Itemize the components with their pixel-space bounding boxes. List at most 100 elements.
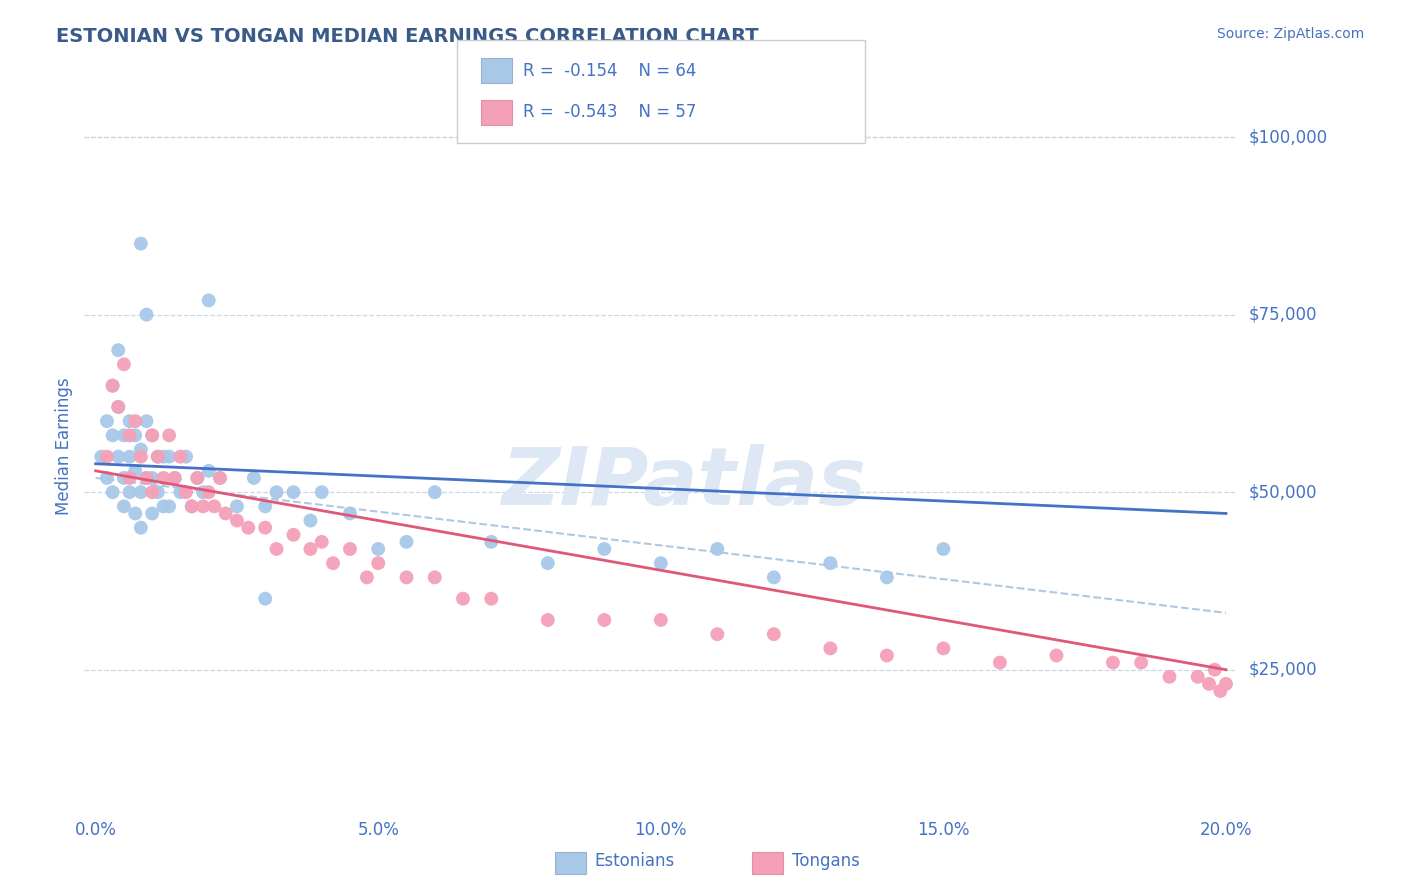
Point [163, 471, 186, 485]
Point [163, 471, 186, 485]
Point [141, 428, 163, 442]
Point [1198, 677, 1220, 691]
Point [283, 528, 305, 542]
Point [988, 656, 1011, 670]
Point [226, 514, 249, 528]
Point [266, 485, 288, 500]
Point [593, 541, 616, 556]
Point [180, 500, 202, 514]
Point [423, 485, 446, 500]
Point [146, 450, 169, 464]
Point [146, 485, 169, 500]
Text: $50,000: $50,000 [1249, 483, 1317, 501]
Text: $100,000: $100,000 [1249, 128, 1327, 146]
Point [118, 485, 141, 500]
Point [650, 613, 672, 627]
Point [152, 450, 174, 464]
Point [101, 428, 124, 442]
Point [202, 500, 225, 514]
Point [141, 428, 163, 442]
Point [186, 471, 208, 485]
Y-axis label: Median Earnings: Median Earnings [55, 377, 73, 515]
Point [820, 556, 842, 570]
Point [101, 378, 124, 392]
Point [141, 507, 163, 521]
Point [174, 450, 197, 464]
Point [146, 450, 169, 464]
Point [141, 485, 163, 500]
Point [169, 485, 191, 500]
Point [101, 485, 124, 500]
Point [112, 500, 135, 514]
Point [1102, 656, 1125, 670]
Point [254, 591, 277, 606]
Point [112, 428, 135, 442]
Point [479, 534, 502, 549]
Point [356, 570, 378, 584]
Point [1215, 677, 1237, 691]
Point [197, 293, 219, 308]
Point [157, 428, 180, 442]
Point [451, 591, 474, 606]
Point [650, 556, 672, 570]
Point [339, 541, 361, 556]
Point [254, 521, 277, 535]
Point [1204, 663, 1226, 677]
Point [266, 541, 288, 556]
Text: Estonians: Estonians [595, 852, 675, 870]
Point [208, 471, 231, 485]
Point [197, 464, 219, 478]
Point [90, 450, 112, 464]
Point [96, 471, 118, 485]
Point [208, 471, 231, 485]
Point [107, 450, 129, 464]
Point [932, 541, 955, 556]
Text: $75,000: $75,000 [1249, 306, 1317, 324]
Point [367, 556, 389, 570]
Point [214, 507, 236, 521]
Point [96, 414, 118, 428]
Point [152, 471, 174, 485]
Point [107, 400, 129, 414]
Point [157, 500, 180, 514]
Point [243, 471, 266, 485]
Point [311, 485, 333, 500]
Point [180, 500, 202, 514]
Point [118, 471, 141, 485]
Point [135, 471, 157, 485]
Point [191, 485, 214, 500]
Point [299, 514, 322, 528]
Point [1045, 648, 1067, 663]
Point [107, 400, 129, 414]
Point [1159, 670, 1181, 684]
Point [174, 485, 197, 500]
Point [1130, 656, 1153, 670]
Point [367, 541, 389, 556]
Point [395, 570, 418, 584]
Text: $25,000: $25,000 [1249, 661, 1317, 679]
Point [186, 471, 208, 485]
Point [322, 556, 344, 570]
Point [395, 534, 418, 549]
Point [311, 534, 333, 549]
Point [254, 500, 277, 514]
Point [876, 648, 898, 663]
Point [135, 308, 157, 322]
Point [238, 521, 260, 535]
Point [537, 613, 560, 627]
Text: ZIPatlas: ZIPatlas [502, 443, 866, 522]
Point [141, 471, 163, 485]
Point [129, 485, 152, 500]
Point [226, 500, 249, 514]
Point [191, 500, 214, 514]
Point [107, 343, 129, 358]
Point [135, 414, 157, 428]
Point [118, 450, 141, 464]
Point [706, 627, 728, 641]
Point [932, 641, 955, 656]
Point [283, 485, 305, 500]
Point [197, 485, 219, 500]
Point [706, 541, 728, 556]
Point [112, 357, 135, 371]
Point [593, 613, 616, 627]
